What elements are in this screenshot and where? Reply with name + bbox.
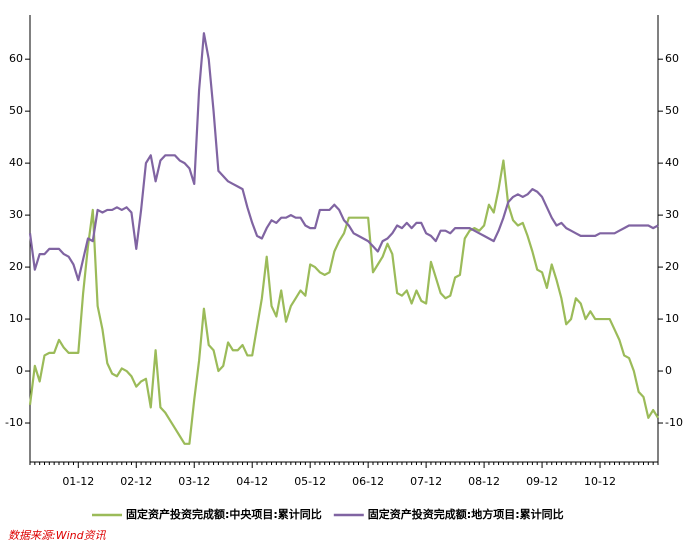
series-line — [28, 159, 659, 445]
x-tick-label: 04-12 — [236, 475, 268, 488]
y2-tick-label: 60 — [665, 52, 679, 65]
y-tick-label: 10 — [9, 312, 23, 325]
y2-tick-label: 10 — [665, 312, 679, 325]
legend-label: 固定资产投资完成额:中央项目:累计同比 — [126, 507, 322, 521]
x-tick-label: 07-12 — [410, 475, 442, 488]
legend-label: 固定资产投资完成额:地方项目:累计同比 — [368, 507, 564, 521]
y-tick-label: -10 — [5, 416, 23, 429]
y-tick-label: 40 — [9, 156, 23, 169]
series-line — [28, 32, 659, 282]
y2-tick-label: 20 — [665, 260, 679, 273]
y2-tick-label: 40 — [665, 156, 679, 169]
x-tick-label: 03-12 — [178, 475, 210, 488]
x-tick-label: 01-12 — [62, 475, 94, 488]
x-tick-label: 06-12 — [352, 475, 384, 488]
y-tick-label: 20 — [9, 260, 23, 273]
x-tick-label: 05-12 — [294, 475, 326, 488]
y2-tick-label: -10 — [665, 416, 683, 429]
x-tick-label: 08-12 — [468, 475, 500, 488]
y-tick-label: 50 — [9, 104, 23, 117]
source-note: 数据来源:Wind资讯 — [8, 529, 107, 542]
y-tick-label: 30 — [9, 208, 23, 221]
x-tick-label: 09-12 — [526, 475, 558, 488]
x-tick-label: 10-12 — [584, 475, 616, 488]
y2-tick-label: 50 — [665, 104, 679, 117]
y2-tick-label: 0 — [665, 364, 672, 377]
y-tick-label: 0 — [16, 364, 23, 377]
y-tick-label: 60 — [9, 52, 23, 65]
y2-tick-label: 30 — [665, 208, 679, 221]
x-tick-label: 02-12 — [120, 475, 152, 488]
